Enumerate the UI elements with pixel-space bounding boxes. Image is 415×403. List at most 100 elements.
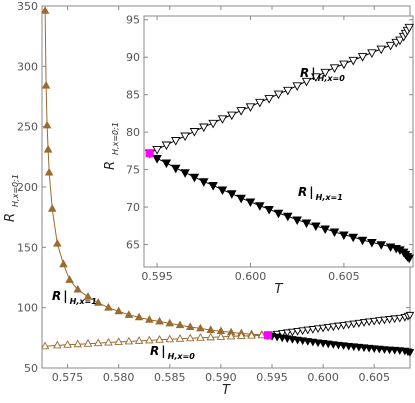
y-axis-label-main: R: [3, 213, 18, 222]
data-point: [217, 186, 228, 196]
x-tick-label: 0.595: [256, 371, 288, 384]
data-point: [357, 53, 368, 62]
data-point: [385, 41, 396, 51]
y-axis-label: R H,x=0;1: [3, 174, 20, 222]
x-axis-label: T: [222, 383, 231, 398]
data-point: [283, 86, 293, 96]
y-tick-label: 75: [126, 164, 140, 177]
data-point: [53, 340, 62, 349]
data-point: [288, 328, 297, 337]
data-point: [405, 349, 415, 357]
data-point: [134, 312, 144, 321]
data-point: [404, 23, 415, 33]
data-point: [334, 322, 343, 331]
annotation-bar: |: [161, 344, 165, 358]
series-annotation: R | H,x=0: [300, 66, 345, 83]
y-tick-label: 85: [126, 89, 140, 102]
plot-frame: [143, 15, 414, 268]
data-point: [367, 238, 377, 248]
annotation-sub: H,x=1: [316, 193, 343, 202]
y-axis-label-main: R: [103, 161, 118, 170]
data-point: [165, 334, 175, 343]
data-point: [292, 82, 302, 91]
data-point: [369, 345, 379, 354]
data-point: [47, 204, 57, 212]
data-point: [199, 123, 209, 133]
y-tick-label: 90: [126, 51, 140, 64]
data-point: [42, 120, 52, 129]
y-tick-label: 300: [17, 60, 38, 73]
data-point: [206, 325, 215, 333]
data-point: [44, 167, 54, 176]
data-point: [320, 68, 330, 78]
y-tick-label: 350: [17, 0, 38, 13]
data-point: [247, 330, 256, 339]
data-point: [395, 314, 405, 323]
data-point: [390, 315, 399, 324]
x-tick-label: 0.575: [52, 371, 84, 384]
data-point: [206, 332, 215, 341]
data-point: [73, 339, 83, 348]
data-point: [114, 306, 123, 315]
annotation-sub: H,x=0: [168, 352, 196, 361]
data-point: [301, 219, 312, 229]
data-point: [318, 324, 328, 333]
data-point: [236, 194, 246, 204]
data-point: [329, 228, 340, 238]
data-point: [227, 111, 237, 121]
data-point: [104, 337, 113, 346]
data-point: [145, 315, 154, 323]
annotation-sub: H,x=0: [318, 74, 346, 83]
x-tick-label: 0.600: [235, 270, 267, 283]
y-tick-label: 80: [126, 126, 140, 139]
annotation-bar: |: [311, 66, 315, 80]
data-point: [196, 323, 205, 332]
data-point: [255, 202, 265, 211]
data-point: [404, 254, 415, 264]
data-point: [390, 346, 399, 355]
junction-point-marker: [145, 149, 154, 158]
series-annotation: R | H,x=1: [298, 185, 343, 202]
y-tick-label: 100: [17, 302, 38, 315]
data-point: [349, 320, 359, 329]
series-annotation: R | H,x=0: [150, 344, 195, 361]
data-point: [376, 241, 387, 250]
data-point: [145, 335, 154, 344]
data-point: [385, 316, 394, 324]
data-point: [311, 73, 321, 82]
data-point: [185, 333, 195, 342]
data-point: [93, 338, 103, 347]
data-point: [65, 275, 74, 283]
data-point: [152, 155, 162, 164]
data-point: [208, 119, 218, 129]
data-point: [344, 321, 353, 330]
data-point: [339, 60, 349, 70]
x-tick-label: 0.585: [154, 371, 186, 384]
data-point: [348, 56, 358, 66]
data-point: [180, 169, 190, 178]
x-tick-label: 0.605: [328, 270, 360, 283]
x-tick-label: 0.580: [103, 371, 135, 384]
data-point: [273, 90, 284, 100]
data-point: [283, 329, 292, 338]
data-point: [385, 346, 394, 355]
data-point: [311, 222, 321, 232]
y-tick-label: 250: [17, 121, 38, 134]
data-point: [189, 173, 200, 183]
x-tick-label: 0.600: [307, 371, 339, 384]
data-point: [339, 231, 349, 241]
data-point: [124, 336, 134, 345]
data-point: [208, 182, 218, 191]
x-axis-label: T: [275, 282, 284, 297]
y-tick-label: 70: [126, 201, 140, 214]
y-axis-label: R H,x=0;1: [103, 122, 120, 170]
data-point: [283, 212, 293, 222]
data-point: [73, 284, 83, 293]
data-point: [303, 326, 313, 335]
data-point: [348, 233, 358, 243]
data-point: [226, 331, 236, 340]
series-group: [42, 6, 415, 357]
y-tick-label: 150: [17, 241, 38, 254]
data-point: [313, 325, 323, 334]
